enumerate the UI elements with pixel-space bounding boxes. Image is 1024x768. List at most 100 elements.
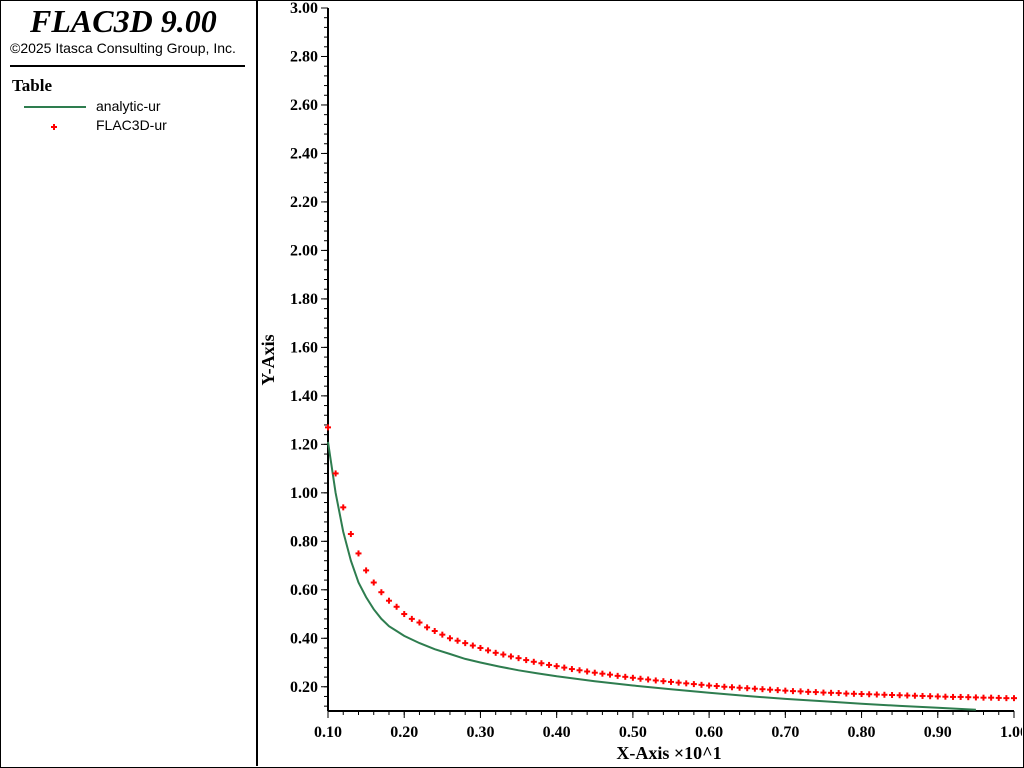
flac3d-ur-point [965, 694, 972, 701]
flac3d-ur-point [538, 660, 545, 667]
flac3d-ur-point [637, 675, 644, 682]
app-title: FLAC3D 9.00 [30, 3, 217, 39]
flac3d-ur-point [408, 615, 415, 622]
flac3d-ur-point [896, 692, 903, 699]
flac3d-ur-point [919, 692, 926, 699]
flac3d-ur-point [629, 674, 636, 681]
flac3d-ur-point [363, 567, 370, 574]
y-tick-label: 0.20 [290, 679, 318, 696]
x-tick-label: 0.80 [848, 724, 876, 741]
flac3d-ur-point [706, 682, 713, 689]
x-tick-label: 1.00 [1000, 724, 1022, 741]
flac3d-ur-point [340, 504, 347, 511]
flac3d-ur-point [424, 624, 431, 631]
legend-line-swatch [24, 106, 86, 108]
flac3d-ur-point [584, 668, 591, 675]
flac3d-ur-point [446, 635, 453, 642]
flac3d-ur-point [767, 686, 774, 693]
legend-label: analytic-ur [96, 98, 161, 114]
flac3d-ur-point [576, 667, 583, 674]
flac3d-ur-point [927, 693, 934, 700]
flac3d-ur-point [492, 649, 499, 656]
flac3d-ur-point [782, 687, 789, 694]
flac3d-ur-point [645, 676, 652, 683]
flac3d-ur-point [515, 655, 522, 662]
y-axis-title: Y-Axis [258, 334, 278, 385]
flac3d-ur-point [1003, 695, 1010, 702]
legend-plus-swatch [51, 124, 57, 130]
flac3d-ur-point [759, 686, 766, 693]
y-tick-label: 0.40 [290, 630, 318, 647]
flac3d-ur-point [507, 653, 514, 660]
copyright-text: ©2025 Itasca Consulting Group, Inc. [10, 40, 236, 56]
flac3d-ur-point [843, 690, 850, 697]
flac3d-ur-point [774, 687, 781, 694]
flac3d-ur-point [675, 679, 682, 686]
flac3d-ur-point [721, 683, 728, 690]
flac3d-ur-point [744, 685, 751, 692]
flac3d-ur-point [652, 677, 659, 684]
flac3d-ur-point [385, 597, 392, 604]
flac3d-ur-point [1011, 695, 1017, 702]
flac3d-ur-point [568, 666, 575, 673]
flac3d-ur-point [805, 688, 812, 695]
y-tick-label: 2.20 [290, 194, 318, 211]
flac3d-ur-point [622, 673, 629, 680]
x-tick-label: 0.30 [466, 724, 494, 741]
y-tick-label: 2.60 [290, 97, 318, 114]
y-tick-label: 0.60 [290, 582, 318, 599]
analytic-ur-line [327, 441, 976, 711]
flac3d-ur-point [607, 671, 614, 678]
y-tick-label: 2.40 [290, 145, 318, 162]
y-tick-label: 3.00 [290, 0, 318, 17]
y-tick-label: 1.20 [290, 436, 318, 453]
flac3d-ur-point [668, 678, 674, 685]
legend-label: FLAC3D-ur [96, 117, 167, 133]
flac3d-ur-point [728, 684, 735, 691]
flac3d-ur-point [995, 694, 1002, 701]
flac3d-ur-point [416, 619, 423, 626]
y-tick-label: 1.80 [290, 291, 318, 308]
flac3d-ur-point [347, 531, 354, 538]
x-tick-label: 0.90 [924, 724, 952, 741]
axes: 0.20 0.40 0.60 0.80 1.00 1.20 1.40 1.60 1.80 2.00… [290, 0, 1022, 741]
flac3d-ur-point [812, 689, 819, 696]
x-axis-title: X-Axis ×10^1 [616, 743, 721, 763]
x-tick-label: 0.60 [695, 724, 723, 741]
flac3d-ur-point [698, 681, 705, 688]
flac3d-ur-point [980, 694, 987, 701]
flac3d-ur-point [553, 663, 560, 670]
flac3d-ur-point [950, 693, 957, 700]
flac3d-ur-point [911, 692, 918, 699]
flac3d-ur-point [820, 689, 827, 696]
y-tick-label: 2.80 [290, 48, 318, 65]
flac3d-ur-point [530, 658, 537, 665]
flac3d-ur-point [889, 692, 896, 699]
flac3d-ur-point [599, 670, 606, 677]
flac3d-ur-point [904, 692, 911, 699]
legend-panel: FLAC3D 9.00 ©2025 Itasca Consulting Grou… [0, 0, 258, 766]
flac3d-ur-point [355, 550, 362, 557]
flac3d-ur-point [401, 611, 408, 618]
analytic-ur-series [327, 441, 976, 711]
flac3d-ur-point [751, 685, 758, 692]
flac3d-ur-point [690, 681, 697, 688]
flac3d-ur-point [713, 683, 720, 690]
flac3d-ur-point [683, 680, 690, 687]
x-tick-label: 0.70 [771, 724, 799, 741]
x-tick-label: 0.40 [543, 724, 571, 741]
flac3d-ur-series [325, 424, 1017, 702]
flac3d-ur-point [858, 691, 865, 698]
flac3d-ur-point [477, 644, 484, 651]
flac3d-ur-point [469, 642, 476, 649]
flac3d-ur-point [462, 640, 469, 647]
flac3d-ur-point [789, 688, 796, 695]
flac3d-ur-point [866, 691, 873, 698]
y-tick-label: 1.00 [290, 485, 318, 502]
flac3d-ur-point [325, 424, 331, 431]
flac3d-ur-point [797, 688, 804, 695]
x-tick-label: 0.10 [314, 724, 342, 741]
x-tick-label: 0.20 [390, 724, 418, 741]
flac3d-ur-point [439, 631, 446, 638]
flac3d-ur-point [454, 637, 461, 644]
